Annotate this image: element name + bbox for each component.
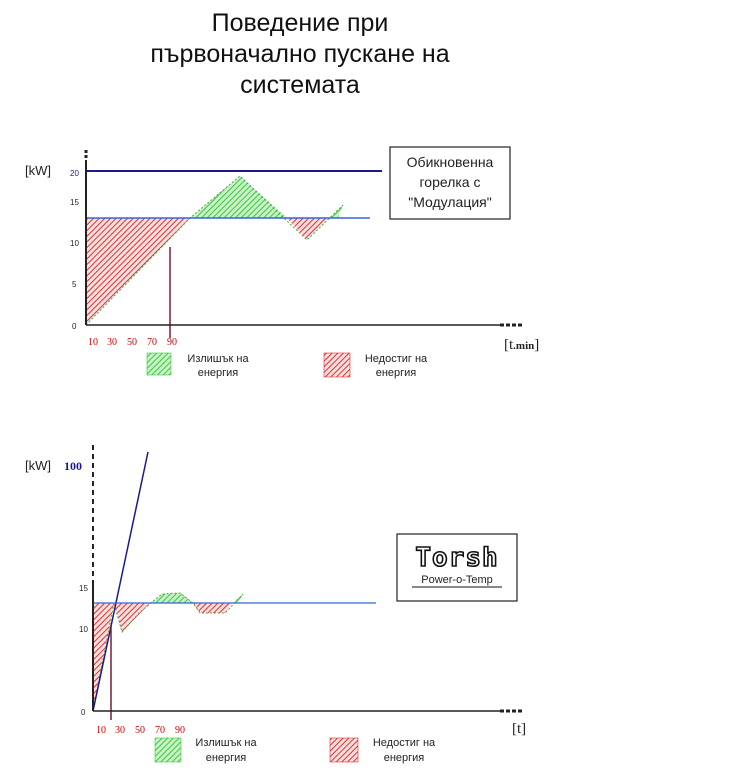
chart2-deficit-area-3: [193, 603, 232, 613]
chart-2: [kW] 100 0 10 15 10 30 50 70 90 [t] Tors…: [25, 445, 526, 764]
chart1-x-tick-90: 90: [167, 337, 177, 348]
chart2-y-tick-0: 0: [81, 708, 86, 717]
torsh-logo-subtitle: Power-o-Temp: [421, 574, 493, 586]
chart1-legend-excess-line-1: Излишък на: [187, 353, 249, 365]
chart2-x-tick-30: 30: [115, 725, 125, 736]
chart1-x-tick-10: 10: [88, 337, 98, 348]
chart2-legend-deficit-line-1: Недостиг на: [373, 737, 436, 749]
chart1-y-tick-20: 20: [70, 169, 79, 178]
chart1-y-tick-10: 10: [70, 239, 79, 248]
chart2-legend-deficit-swatch: [329, 737, 359, 763]
chart1-legend-excess-swatch: [146, 352, 172, 376]
chart1-excess-area-1: [190, 176, 287, 218]
chart2-legend-excess-line-2: енергия: [206, 752, 247, 764]
chart2-x-tick-10: 10: [96, 725, 106, 736]
chart2-output-curve: [92, 592, 244, 712]
page-title: Поведение при първоначално пускане на си…: [110, 8, 490, 101]
chart1-legend-excess-line-2: енергия: [198, 367, 239, 379]
chart2-legend-deficit-line-2: енергия: [384, 752, 425, 764]
title-line-3: системата: [240, 71, 360, 99]
chart-1: [kW] 0 5 10 15 20 10 30 50 70 90 [t.min]…: [25, 146, 539, 379]
chart2-y-top-tick: 100: [64, 459, 82, 473]
chart2-logo-box: [396, 533, 518, 602]
chart1-x-unit-open: [t: [504, 337, 514, 353]
chart1-x-unit: [t.min]: [504, 337, 539, 353]
chart1-x-unit-close: ]: [534, 337, 539, 353]
chart1-info-line-1: Обикновенна: [407, 154, 494, 170]
chart1-info-box: [389, 146, 511, 220]
chart2-deficit-area-2: [114, 603, 150, 632]
chart1-legend-deficit-swatch: [323, 352, 351, 378]
chart1-y-unit: [kW]: [25, 163, 51, 178]
chart1-deficit-area: [86, 218, 190, 325]
chart1-x-tick-50: 50: [127, 337, 137, 348]
chart2-y-tick-10: 10: [79, 625, 88, 634]
chart1-y-tick-15: 15: [70, 198, 79, 207]
chart2-max-power-line: [92, 451, 149, 712]
torsh-logo-word: Torsh: [415, 543, 498, 573]
chart1-info-line-2: горелка с: [420, 174, 481, 190]
chart1-legend-deficit-line-2: енергия: [376, 367, 417, 379]
chart2-legend-excess-swatch: [154, 737, 182, 763]
chart2-excess-area-2: [232, 594, 243, 603]
chart1-info-line-3: "Модулация": [408, 194, 492, 210]
chart1-x-tick-30: 30: [107, 337, 117, 348]
chart2-x-tick-50: 50: [135, 725, 145, 736]
chart1-x-tick-70: 70: [147, 337, 157, 348]
chart1-x-unit-sub: .min: [513, 340, 534, 352]
chart2-legend-excess-line-1: Излишък на: [195, 737, 257, 749]
chart1-deficit-area-2: [287, 218, 330, 240]
chart2-x-unit: [t]: [512, 721, 526, 737]
chart1-y-tick-0: 0: [72, 322, 77, 331]
chart2-y-unit: [kW]: [25, 458, 51, 473]
chart2-x-tick-90: 90: [175, 725, 185, 736]
chart2-y-tick-15: 15: [79, 584, 88, 593]
chart1-legend-deficit-line-1: Недостиг на: [365, 353, 428, 365]
chart2-x-tick-70: 70: [155, 725, 165, 736]
title-line-1: Поведение при: [211, 9, 389, 37]
title-line-2: първоначално пускане на: [150, 40, 450, 68]
chart1-y-tick-5: 5: [72, 280, 77, 289]
